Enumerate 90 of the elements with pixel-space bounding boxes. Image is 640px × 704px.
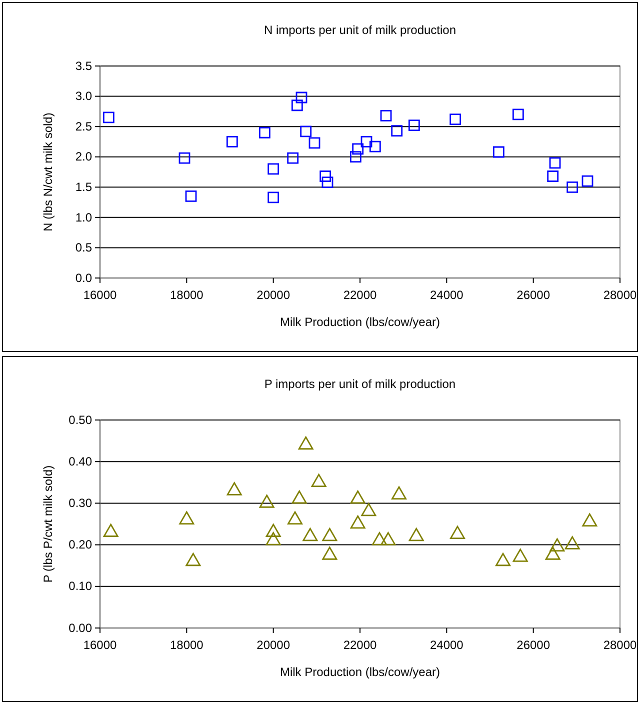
point <box>564 536 580 550</box>
point <box>512 108 524 120</box>
point <box>380 532 396 546</box>
point <box>226 482 242 496</box>
y-tick-label: 0.20 <box>68 538 92 552</box>
x-tick-label: 24000 <box>430 288 464 302</box>
x-tick-label: 16000 <box>83 638 118 652</box>
point <box>492 146 504 158</box>
point <box>350 490 366 504</box>
x-tick-label: 22000 <box>343 638 378 652</box>
x-tick-label: 20000 <box>256 288 290 302</box>
y-tick-label: 0.50 <box>68 412 92 427</box>
point <box>547 170 559 182</box>
point <box>322 528 338 542</box>
point <box>308 137 320 149</box>
y-tick-label: 0.40 <box>68 454 92 468</box>
point <box>380 110 392 122</box>
x-tick-label: 24000 <box>430 638 464 652</box>
point <box>360 136 372 148</box>
x-tick-label: 28000 <box>603 288 638 302</box>
point <box>545 546 560 560</box>
point <box>322 546 338 560</box>
x-tick-label: 26000 <box>516 288 550 302</box>
x-tick-label: 18000 <box>170 288 204 302</box>
point <box>185 190 197 202</box>
point <box>392 486 406 500</box>
chart-title: N imports per unit of milk production <box>264 23 456 37</box>
point <box>372 532 387 546</box>
y-axis-title: N (lbs N/cwt milk sold) <box>41 112 55 232</box>
point <box>350 151 362 163</box>
point <box>550 538 565 552</box>
point <box>408 528 424 542</box>
x-axis-title: Milk Production (lbs/cow/year) <box>280 665 440 679</box>
point <box>549 157 561 169</box>
x-tick-label: 28000 <box>603 638 638 652</box>
y-tick-label: 3.0 <box>75 89 92 104</box>
point <box>103 524 118 537</box>
point <box>266 524 281 537</box>
point <box>582 175 594 187</box>
point <box>102 112 114 124</box>
point <box>266 532 281 546</box>
y-tick-label: 0.0 <box>75 270 92 285</box>
x-tick-label: 22000 <box>343 288 378 302</box>
point <box>259 494 274 508</box>
point <box>566 181 578 193</box>
x-tick-label: 16000 <box>83 288 118 302</box>
point <box>296 92 308 104</box>
point <box>302 528 318 542</box>
point <box>311 474 326 488</box>
y-axis-title: P (lbs P/cwt milk sold) <box>41 465 55 583</box>
point <box>350 515 366 529</box>
point <box>391 125 403 137</box>
x-tick-label: 20000 <box>256 638 290 652</box>
y-tick-label: 0.30 <box>68 496 92 510</box>
y-tick-label: 2.5 <box>75 119 92 134</box>
point <box>352 143 364 155</box>
point <box>369 140 381 152</box>
point <box>408 120 420 132</box>
point <box>496 552 510 566</box>
point <box>268 163 280 175</box>
point <box>179 511 194 524</box>
point <box>450 114 462 126</box>
x-axis-title: Milk Production (lbs/cow/year) <box>280 315 440 329</box>
y-tick-label: 0.5 <box>75 240 92 255</box>
point <box>450 526 465 540</box>
x-tick-label: 26000 <box>516 638 550 652</box>
point <box>361 502 376 516</box>
point <box>322 176 334 188</box>
point <box>186 552 201 566</box>
y-tick-label: 3.5 <box>75 58 92 73</box>
y-tick-label: 0.00 <box>68 620 92 635</box>
point <box>268 192 280 204</box>
y-tick-label: 2.0 <box>75 150 92 164</box>
point <box>300 126 312 138</box>
point <box>291 100 303 112</box>
y-tick-label: 1.5 <box>75 180 92 194</box>
y-tick-label: 0.10 <box>68 579 92 594</box>
point <box>320 170 332 182</box>
chart-title: P imports per unit of milk production <box>264 377 456 391</box>
x-tick-label: 18000 <box>170 638 204 652</box>
point <box>288 511 302 524</box>
point <box>226 136 238 148</box>
point <box>178 152 190 164</box>
point <box>287 152 299 164</box>
point <box>298 436 314 450</box>
point <box>292 490 307 504</box>
y-tick-label: 1.0 <box>75 210 92 224</box>
point <box>512 548 528 562</box>
point <box>258 126 270 138</box>
point <box>582 513 598 527</box>
